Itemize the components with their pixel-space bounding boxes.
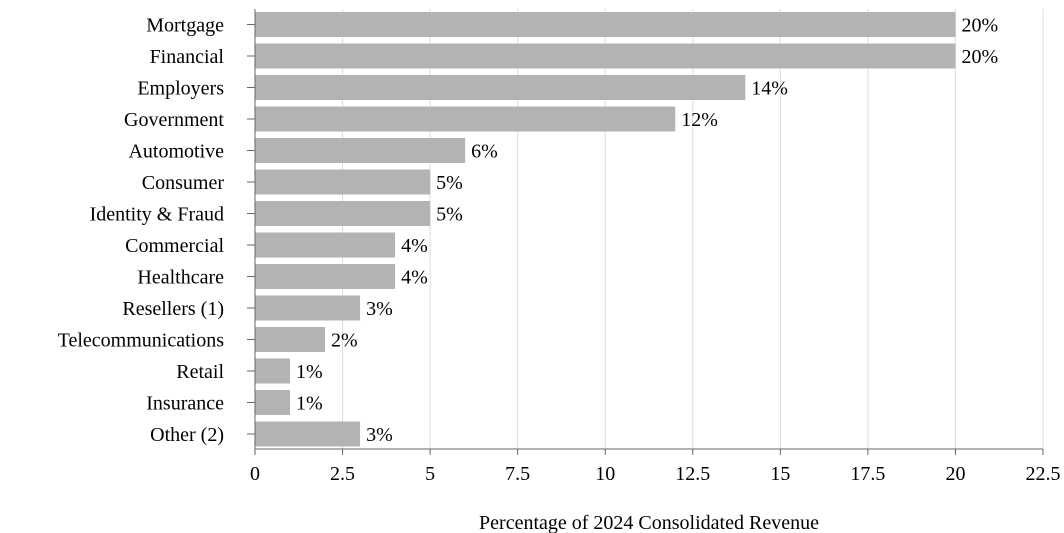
bar-healthcare <box>255 264 396 289</box>
bar-insurance <box>255 390 291 415</box>
category-label: Telecommunications <box>58 330 225 352</box>
category-label: Financial <box>150 46 225 68</box>
x-tick-label: 12.5 <box>675 463 710 485</box>
data-label: 14% <box>751 78 788 100</box>
data-label: 3% <box>366 424 393 446</box>
bar-telecommunications <box>255 327 326 352</box>
labels: 0 2.5 5 7.5 10 12.5 15 17.5 20 22.5 Mortgage 20% Fin… <box>58 15 1061 486</box>
data-label: 6% <box>471 141 498 163</box>
x-tick-label: 22.5 <box>1026 463 1061 485</box>
data-label: 12% <box>681 109 718 131</box>
bar-consumer <box>255 169 431 195</box>
category-label: Commercial <box>125 235 224 257</box>
data-label: 1% <box>296 393 323 415</box>
category-label: Other (2) <box>150 424 224 446</box>
category-label: Automotive <box>128 141 224 163</box>
category-label: Identity & Fraud <box>90 204 224 226</box>
x-tick-label: 15 <box>770 463 790 485</box>
bar-commercial <box>255 232 396 258</box>
x-axis-title: Percentage of 2024 Consolidated Revenue <box>479 512 819 533</box>
bar-resellers-1 <box>255 295 361 321</box>
category-label: Healthcare <box>137 267 224 289</box>
category-label: Consumer <box>142 172 225 194</box>
x-tick-label: 0 <box>250 463 260 485</box>
bars <box>255 12 956 447</box>
data-label: 3% <box>366 298 393 320</box>
x-tick-label: 2.5 <box>330 463 355 485</box>
category-label: Employers <box>137 78 224 100</box>
category-label: Retail <box>176 361 224 383</box>
x-tick-label: 5 <box>425 463 435 485</box>
data-label: 1% <box>296 361 323 383</box>
data-label: 4% <box>401 235 428 257</box>
bar-mortgage <box>255 12 956 37</box>
bar-government <box>255 106 676 132</box>
category-label: Government <box>124 109 224 131</box>
x-tick-label: 17.5 <box>850 463 885 485</box>
bar-other-2 <box>255 421 361 447</box>
data-label: 20% <box>961 46 998 68</box>
category-label: Resellers (1) <box>122 298 224 320</box>
axes <box>247 9 1044 455</box>
data-label: 5% <box>436 204 463 226</box>
category-label: Mortgage <box>146 15 224 37</box>
bar-automotive <box>255 138 466 163</box>
x-tick-label: 7.5 <box>505 463 530 485</box>
data-label: 2% <box>331 330 358 352</box>
category-label: Insurance <box>146 393 224 415</box>
bar-employers <box>255 75 746 100</box>
bar-identity-fraud <box>255 201 431 226</box>
data-label: 5% <box>436 172 463 194</box>
data-label: 20% <box>961 15 998 37</box>
bar-financial <box>255 43 956 69</box>
data-label: 4% <box>401 267 428 289</box>
x-tick-label: 10 <box>595 463 615 485</box>
x-tick-label: 20 <box>945 463 965 485</box>
bar-retail <box>255 358 291 384</box>
